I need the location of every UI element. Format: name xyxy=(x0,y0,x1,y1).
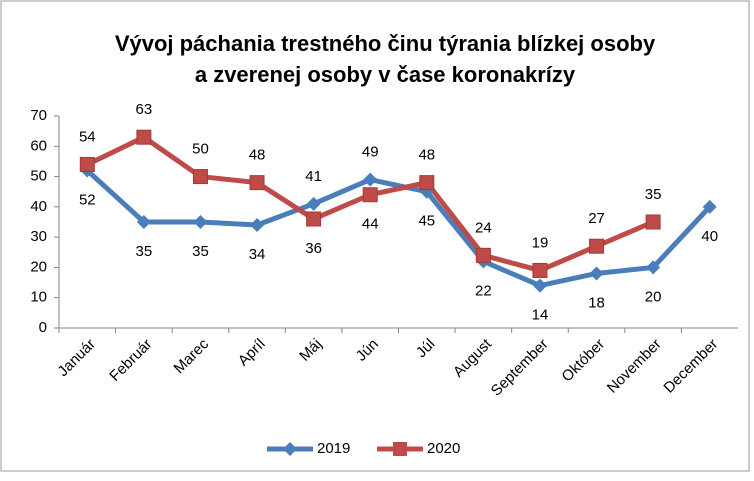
legend-item: 2019 xyxy=(267,440,350,457)
y-tick-label: 40 xyxy=(30,198,47,215)
marker xyxy=(362,187,378,203)
series-line xyxy=(85,168,712,289)
data-label: 40 xyxy=(701,228,718,245)
marker xyxy=(192,169,208,185)
marker xyxy=(136,129,152,145)
data-label: 44 xyxy=(362,216,379,233)
legend-marker xyxy=(393,442,407,456)
data-label: 45 xyxy=(418,213,435,230)
marker xyxy=(702,199,717,214)
marker xyxy=(249,175,265,191)
data-label: 20 xyxy=(645,288,662,305)
y-tick-label: 0 xyxy=(39,319,47,336)
data-label: 27 xyxy=(588,210,605,227)
y-tick-label: 70 xyxy=(30,107,47,124)
data-label: 54 xyxy=(79,128,96,145)
chart-title: Vývoj páchania trestného činu týrania bl… xyxy=(115,31,656,56)
legend-label: 2020 xyxy=(427,440,460,457)
data-label: 19 xyxy=(532,234,549,251)
marker xyxy=(306,196,321,211)
legend-marker xyxy=(283,442,297,456)
legend-label: 2019 xyxy=(317,440,350,457)
y-tick-label: 50 xyxy=(30,168,47,185)
marker xyxy=(475,247,491,263)
data-label: 14 xyxy=(532,307,549,324)
data-label: 36 xyxy=(305,240,322,257)
marker xyxy=(589,238,605,254)
marker xyxy=(79,156,95,172)
data-label: 35 xyxy=(192,243,209,260)
data-label: 50 xyxy=(192,141,209,158)
data-label: 49 xyxy=(362,144,379,161)
data-label: 48 xyxy=(249,147,266,164)
marker xyxy=(645,214,661,230)
data-label: 63 xyxy=(136,101,153,118)
marker xyxy=(250,218,265,233)
data-label: 18 xyxy=(588,294,605,311)
marker xyxy=(306,211,322,227)
marker xyxy=(193,215,208,229)
y-tick-label: 30 xyxy=(30,228,47,245)
data-label: 24 xyxy=(475,219,492,236)
y-tick-label: 10 xyxy=(30,289,47,306)
data-label: 22 xyxy=(475,282,492,299)
data-label: 48 xyxy=(418,147,435,164)
data-label: 34 xyxy=(249,246,266,263)
data-label: 52 xyxy=(79,191,96,208)
data-label: 41 xyxy=(305,168,322,185)
y-tick-label: 60 xyxy=(30,137,47,154)
marker xyxy=(646,260,661,275)
legend-item: 2020 xyxy=(377,440,460,457)
marker xyxy=(589,266,604,281)
data-label: 35 xyxy=(136,243,153,260)
data-label: 35 xyxy=(645,186,662,203)
marker xyxy=(532,262,548,278)
chart-title: a zverenej osoby v čase koronakrízy xyxy=(195,62,576,87)
marker xyxy=(136,215,151,229)
marker xyxy=(419,175,435,191)
marker xyxy=(363,172,378,187)
marker xyxy=(532,278,547,293)
y-tick-label: 20 xyxy=(30,258,47,275)
